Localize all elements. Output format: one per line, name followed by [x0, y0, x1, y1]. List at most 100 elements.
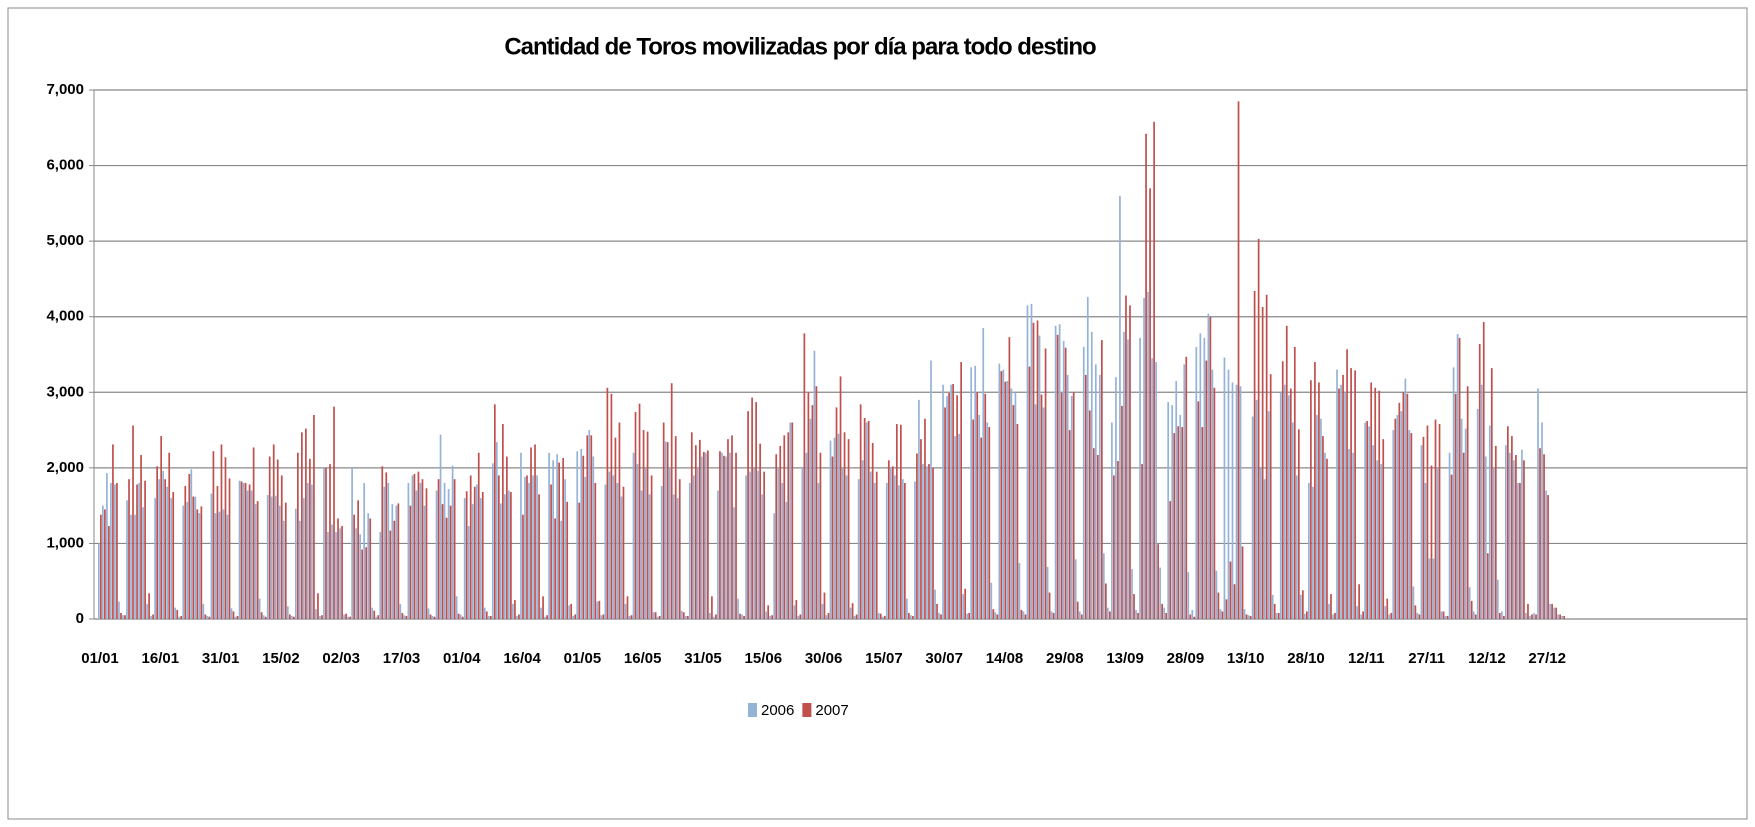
bar — [1193, 616, 1196, 619]
bar — [588, 430, 591, 619]
bar — [670, 383, 673, 619]
bar — [1416, 612, 1419, 619]
bar — [875, 471, 878, 619]
x-tick-label: 12/11 — [1348, 650, 1385, 667]
bar — [1420, 445, 1423, 619]
bar — [1358, 584, 1360, 619]
bar — [646, 431, 649, 619]
bar — [1084, 374, 1087, 619]
x-tick-label: 31/05 — [684, 650, 722, 667]
bar — [371, 607, 374, 619]
bar — [260, 612, 263, 619]
bar — [857, 479, 860, 619]
bar — [847, 439, 850, 619]
bar — [972, 419, 975, 619]
bar — [962, 594, 965, 619]
bar — [1299, 594, 1302, 619]
bar — [1133, 594, 1135, 619]
bar — [411, 475, 414, 619]
y-tick-label: 0 — [76, 610, 84, 627]
bar — [1314, 362, 1316, 619]
bar — [855, 614, 858, 619]
bar — [504, 494, 506, 619]
bar — [1217, 592, 1220, 619]
bar — [861, 460, 864, 619]
bar — [968, 612, 971, 619]
bar — [668, 467, 671, 619]
bar — [493, 404, 496, 619]
bar — [986, 422, 989, 619]
bar — [825, 615, 828, 619]
bar — [1074, 559, 1077, 619]
bar — [156, 466, 158, 619]
bar — [439, 434, 442, 619]
bar — [703, 451, 705, 619]
bar — [1129, 305, 1131, 619]
bar — [574, 614, 577, 619]
bar — [118, 601, 120, 619]
y-tick-label: 6,000 — [46, 157, 84, 174]
bar — [1259, 467, 1262, 619]
bar — [910, 615, 912, 619]
bar — [1362, 611, 1364, 619]
bar — [1541, 422, 1543, 619]
bar — [696, 467, 699, 619]
bar — [367, 513, 370, 619]
bar — [290, 615, 293, 619]
bar — [942, 384, 944, 619]
bar — [660, 485, 663, 619]
bar — [1418, 614, 1421, 619]
bar — [1330, 594, 1332, 619]
bar — [186, 501, 189, 619]
bar — [610, 393, 613, 619]
bar — [361, 549, 364, 619]
bar — [867, 421, 870, 619]
bar — [912, 615, 914, 619]
bar — [467, 526, 470, 619]
bar — [624, 603, 627, 619]
bar — [534, 444, 536, 619]
bar — [1557, 614, 1559, 619]
bar — [1022, 611, 1025, 619]
bar — [1187, 572, 1190, 619]
bar — [417, 471, 420, 619]
bar — [435, 490, 438, 619]
y-tick-label: 1,000 — [46, 534, 84, 551]
bar — [1086, 297, 1089, 619]
bar — [934, 589, 936, 619]
bar — [622, 486, 625, 619]
bar — [481, 492, 484, 619]
bar — [841, 467, 844, 619]
bar — [916, 453, 918, 619]
bar — [608, 471, 611, 619]
bar — [1452, 367, 1455, 619]
bar — [1068, 430, 1071, 619]
bar — [684, 615, 687, 619]
bar — [514, 600, 516, 619]
bar — [1167, 402, 1170, 619]
bar — [1424, 482, 1427, 619]
bar — [759, 443, 761, 619]
bar — [843, 432, 846, 619]
bar — [823, 592, 826, 619]
bar — [1165, 612, 1168, 619]
bar — [343, 614, 345, 619]
bar — [729, 452, 731, 619]
bar — [1265, 294, 1268, 619]
bar — [1281, 361, 1284, 619]
bar — [337, 518, 339, 619]
bar — [893, 475, 896, 619]
bar — [128, 479, 130, 619]
bar — [178, 616, 181, 619]
bar — [707, 450, 709, 619]
bar — [1394, 418, 1397, 619]
bar — [924, 418, 926, 619]
bar — [427, 608, 430, 619]
bar — [399, 603, 402, 619]
bar — [391, 504, 394, 619]
bar — [176, 609, 179, 619]
bar — [727, 439, 729, 619]
bar — [1285, 325, 1288, 619]
bar — [1414, 605, 1417, 619]
bar — [1277, 612, 1280, 619]
